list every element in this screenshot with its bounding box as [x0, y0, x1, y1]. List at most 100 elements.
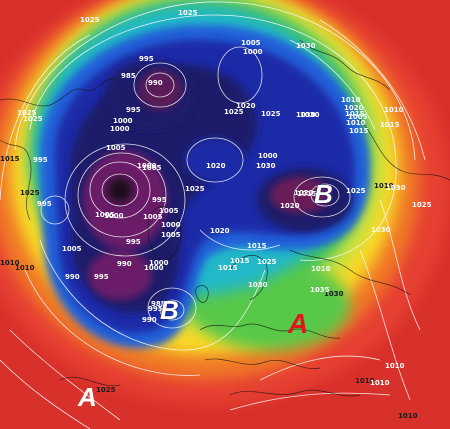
isobar-label: 1020	[210, 227, 230, 235]
isobar	[24, 269, 201, 376]
field-purple-east	[270, 177, 330, 213]
isobar-label: 1025	[23, 115, 43, 123]
isobar-label: 1000	[243, 48, 263, 56]
isobar-label: 995	[152, 196, 167, 204]
isobar	[14, 1, 416, 161]
field-purple-north	[138, 70, 182, 110]
isobar-label: 1020	[280, 202, 300, 210]
isobar-label: 1010	[355, 377, 375, 385]
isobar-label: 1005	[241, 39, 261, 47]
isobar-label: 1000	[258, 152, 278, 160]
isobar	[147, 287, 197, 329]
field-blue-pool	[185, 138, 245, 182]
field-purple-south	[88, 250, 152, 300]
isobar-label: 1015	[297, 190, 317, 198]
coastline-asia	[359, 119, 450, 181]
isobar-label: 1005	[143, 213, 163, 221]
isobar-label: 1025	[261, 110, 281, 118]
coastline-north-america	[0, 77, 116, 107]
isobar-label: 985	[121, 72, 136, 80]
isobar	[217, 46, 263, 104]
isobar-label: 995	[139, 55, 154, 63]
isobar-label: 1030	[248, 281, 268, 289]
isobar	[0, 34, 91, 201]
isobar-label: 1015	[349, 127, 369, 135]
isobar	[77, 152, 167, 238]
isobar	[101, 173, 139, 207]
isobar-label: 1020	[294, 189, 314, 197]
isobar-label: 1015	[218, 264, 238, 272]
low-center-atlantic: B	[160, 295, 179, 325]
isobar	[359, 249, 411, 401]
isobar-label: 1015	[380, 121, 400, 129]
isobar-label: 1025	[185, 185, 205, 193]
isobar-label: 1010	[374, 182, 394, 190]
isobar-label: 1000	[113, 117, 133, 125]
coastline-siberia	[299, 39, 391, 91]
isobar-label: 995	[37, 200, 52, 208]
coastline-greenland	[147, 205, 182, 262]
isobar-label: 1035	[310, 286, 330, 294]
isobar-label: 1010	[346, 119, 366, 127]
isobar-label: 1025	[178, 9, 198, 17]
low-core	[107, 177, 133, 203]
isobar	[40, 195, 70, 225]
isobar	[199, 229, 281, 251]
isobar	[39, 239, 266, 351]
isobar-label: 1025	[224, 108, 244, 116]
coastline-europe	[199, 323, 341, 339]
coastline-british-isles	[194, 285, 209, 303]
isobar-label: 985	[151, 300, 166, 308]
isobar-label: 1025	[257, 258, 277, 266]
isobar-label: 1000	[104, 212, 124, 220]
isobar-label: 995	[126, 106, 141, 114]
isobars	[0, 1, 426, 429]
isobar-label: 1030	[386, 184, 406, 192]
isobar	[145, 72, 175, 98]
coastline-atlantic	[59, 376, 121, 387]
high-center-europe: A	[287, 308, 308, 339]
isobar-label: 1000	[144, 264, 164, 272]
isobar	[0, 359, 91, 429]
coastline-north-america	[0, 139, 32, 221]
isobar-label: 1010	[311, 265, 331, 273]
isobar	[186, 137, 244, 183]
isobar	[289, 39, 376, 131]
isobar-label: 1030	[256, 162, 276, 170]
isobar-label: 995	[126, 238, 141, 246]
pressure-centers: B B A A	[77, 178, 333, 412]
isobar	[310, 183, 340, 207]
isobar-label: 1025	[412, 201, 432, 209]
isobar-label: 1010	[0, 259, 20, 267]
isobar-label: 1005	[106, 144, 126, 152]
isobar-label: 1020	[236, 102, 256, 110]
isobar-label: 995	[94, 273, 109, 281]
isobar-label: 1030	[296, 111, 316, 119]
isobar-label: 1005	[95, 211, 115, 219]
low-center-east: B	[314, 179, 333, 209]
isobar	[133, 62, 187, 108]
isobar	[259, 355, 381, 381]
pressure-labels: 1025 1025 1025 1015 1025 1010 1010 1010 1010 1010…	[0, 9, 432, 420]
isobar-label: 1000	[149, 259, 169, 267]
isobar-label: 1000	[161, 221, 181, 229]
isobar-label: 1025	[346, 187, 366, 195]
isobar-label: 1015	[230, 257, 250, 265]
isobar-label: 990	[142, 316, 157, 324]
isobar-label: 1010	[385, 362, 405, 370]
high-center-southwest: A	[77, 382, 97, 412]
isobar	[89, 161, 151, 219]
isobar-label: 990	[117, 260, 132, 268]
isobar	[293, 176, 351, 218]
isobar-label: 1000	[137, 162, 157, 170]
isobar-label: 990	[148, 79, 163, 87]
isobar-label: 1015	[0, 155, 20, 163]
isobar-label: 1010	[341, 96, 361, 104]
isobar-label: 1005	[62, 245, 82, 253]
coastline-scandinavia	[229, 254, 268, 301]
isobar-label: 1005	[159, 207, 179, 215]
isobar-label: 1030	[324, 290, 344, 298]
